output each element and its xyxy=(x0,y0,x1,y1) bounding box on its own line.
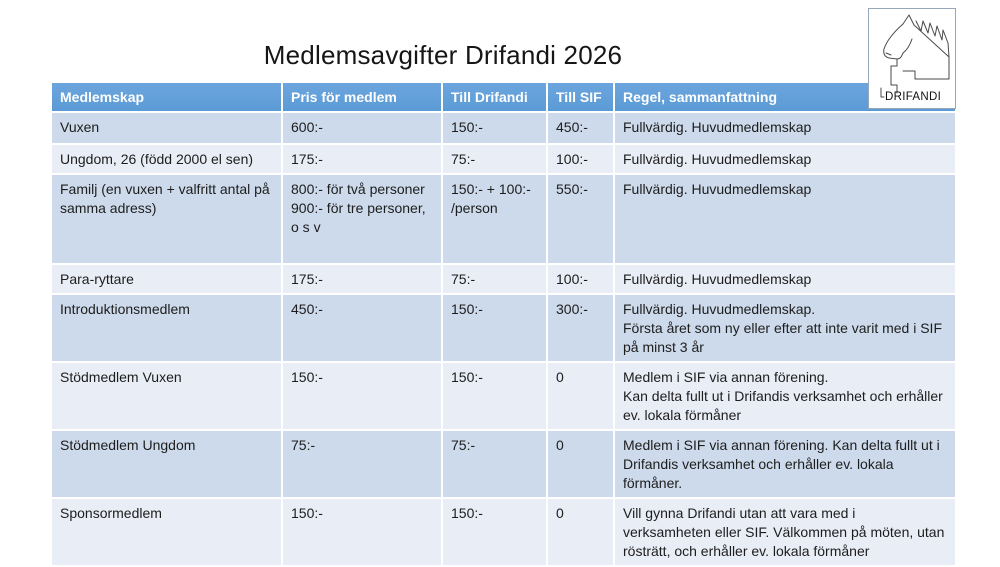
page-title: Medlemsavgifter Drifandi 2026 xyxy=(263,40,623,70)
table-cell-col2: 75:- xyxy=(443,431,546,497)
table-cell-col3: 0 xyxy=(548,363,613,429)
table-row: Ungdom, 26 (född 2000 el sen) 175:- 75:- 10… xyxy=(52,145,955,173)
table-cell-col0: Para-ryttare xyxy=(52,265,281,293)
drifandi-logo: DRIFANDI xyxy=(868,8,956,109)
table-cell-col0: Familj (en vuxen + valfritt antal på sam… xyxy=(52,175,281,263)
table-cell-col0: Sponsormedlem xyxy=(52,499,281,565)
table-cell-col3: 100:- xyxy=(548,145,613,173)
table-cell-col2: 75:- xyxy=(443,265,546,293)
table-cell-col1: 450:- xyxy=(283,295,441,361)
table-cell-col3: 0 xyxy=(548,431,613,497)
table-cell-col4: Vill gynna Drifandi utan att vara med i … xyxy=(615,499,955,565)
membership-fees-table: Medlemskap Pris för medlem Till Drifandi Ti… xyxy=(50,81,957,567)
table-row: Introduktionsmedlem 450:- 150:- 300:- Fullvä… xyxy=(52,295,955,361)
table-cell-col2: 150:- xyxy=(443,295,546,361)
table-cell-col2: 75:- xyxy=(443,145,546,173)
table-cell-col4: Fullvärdig. Huvudmedlemskap xyxy=(615,113,955,143)
column-header-3: Till SIF xyxy=(548,83,613,111)
table-row: Sponsormedlem 150:- 150:- 0 Vill gynna Drifa… xyxy=(52,499,955,565)
table-cell-col0: Ungdom, 26 (född 2000 el sen) xyxy=(52,145,281,173)
table-cell-col4: Fullvärdig. Huvudmedlemskap. Första året… xyxy=(615,295,955,361)
table-cell-col0: Stödmedlem Vuxen xyxy=(52,363,281,429)
table-cell-col3: 550:- xyxy=(548,175,613,263)
horse-head-icon xyxy=(880,14,950,98)
table-cell-col1: 600:- xyxy=(283,113,441,143)
table-cell-col1: 800:- för två personer 900:- för tre per… xyxy=(283,175,441,263)
column-header-2: Till Drifandi xyxy=(443,83,546,111)
column-header-0: Medlemskap xyxy=(52,83,281,111)
table-cell-col4: Medlem i SIF via annan förening. Kan del… xyxy=(615,363,955,429)
table-cell-col1: 150:- xyxy=(283,363,441,429)
table-cell-col2: 150:- xyxy=(443,113,546,143)
table-cell-col0: Stödmedlem Ungdom xyxy=(52,431,281,497)
table-row: Vuxen 600:- 150:- 450:- Fullvärdig. Huvudmed… xyxy=(52,113,955,143)
table-header-row: Medlemskap Pris för medlem Till Drifandi Ti… xyxy=(52,83,955,111)
table-cell-col3: 100:- xyxy=(548,265,613,293)
table-cell-col2: 150:- + 100:- /person xyxy=(443,175,546,263)
table-cell-col1: 175:- xyxy=(283,145,441,173)
table-cell-col4: Fullvärdig. Huvudmedlemskap xyxy=(615,145,955,173)
table-cell-col2: 150:- xyxy=(443,363,546,429)
table-row: Para-ryttare 175:- 75:- 100:- Fullvärdig. Hu… xyxy=(52,265,955,293)
table-cell-col4: Medlem i SIF via annan förening. Kan del… xyxy=(615,431,955,497)
table-cell-col4: Fullvärdig. Huvudmedlemskap xyxy=(615,265,955,293)
table-cell-col3: 0 xyxy=(548,499,613,565)
table-cell-col0: Vuxen xyxy=(52,113,281,143)
column-header-1: Pris för medlem xyxy=(283,83,441,111)
table-row: Stödmedlem Vuxen 150:- 150:- 0 Medlem i SIF … xyxy=(52,363,955,429)
table-cell-col3: 300:- xyxy=(548,295,613,361)
table-cell-col1: 150:- xyxy=(283,499,441,565)
table-cell-col1: 75:- xyxy=(283,431,441,497)
table-cell-col0: Introduktionsmedlem xyxy=(52,295,281,361)
table-cell-col4: Fullvärdig. Huvudmedlemskap xyxy=(615,175,955,263)
table-cell-col1: 175:- xyxy=(283,265,441,293)
table-cell-col3: 450:- xyxy=(548,113,613,143)
table-cell-col2: 150:- xyxy=(443,499,546,565)
table-row: Stödmedlem Ungdom 75:- 75:- 0 Medlem i SIF v… xyxy=(52,431,955,497)
logo-wordmark: DRIFANDI xyxy=(885,91,942,103)
table-row: Familj (en vuxen + valfritt antal på sam… xyxy=(52,175,955,263)
